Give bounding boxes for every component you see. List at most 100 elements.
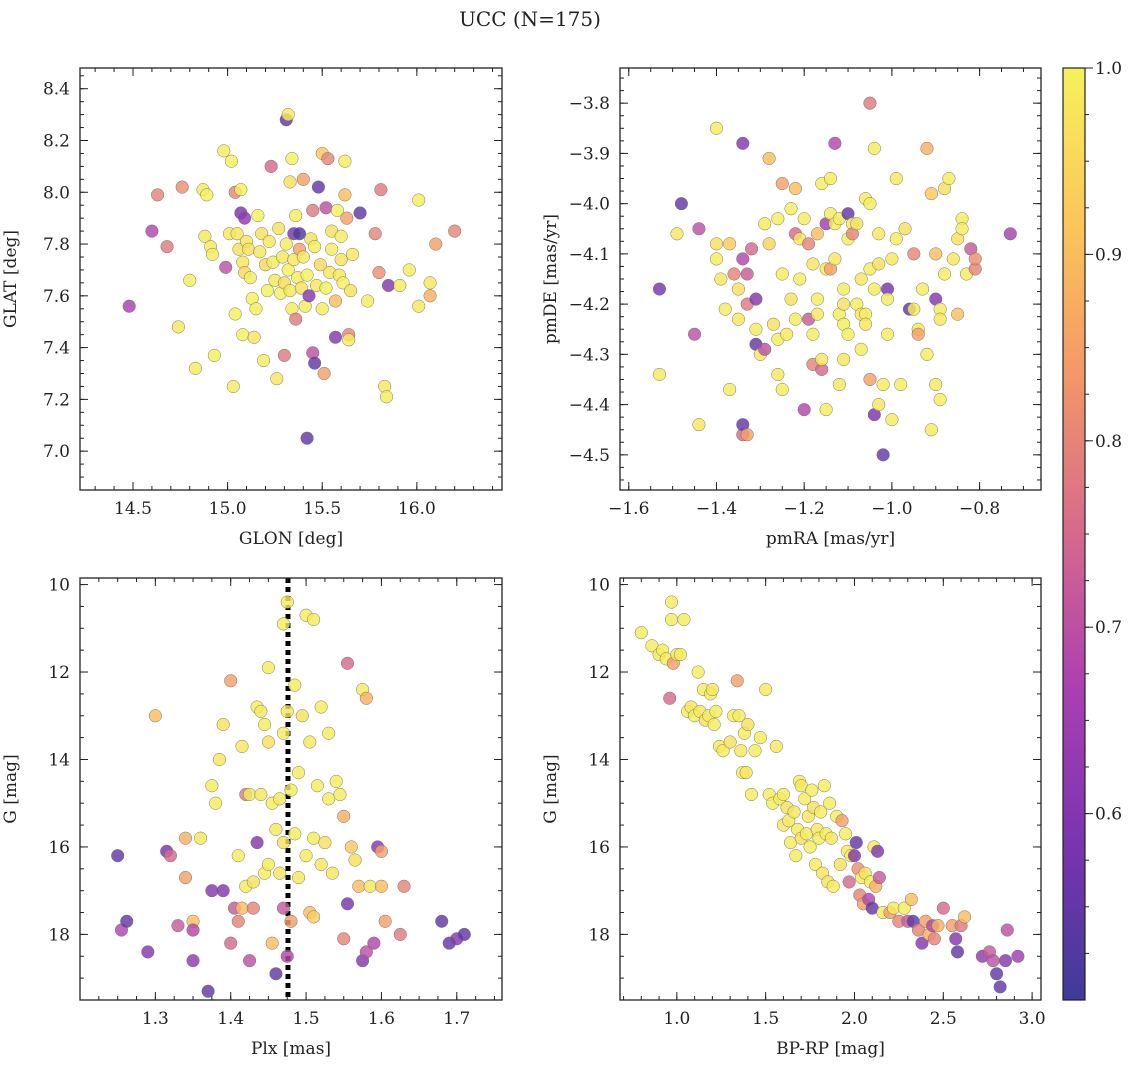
data-point xyxy=(260,284,274,298)
data-point xyxy=(736,136,750,150)
data-point xyxy=(863,96,877,110)
data-point xyxy=(236,328,250,342)
data-point xyxy=(280,704,294,718)
data-point xyxy=(279,237,293,251)
data-point xyxy=(310,779,324,793)
data-point xyxy=(753,731,767,745)
data-point xyxy=(814,805,828,819)
data-point xyxy=(171,320,185,334)
ticks xyxy=(79,578,502,1001)
figure-title: UCC (N=175) xyxy=(459,7,601,31)
points xyxy=(634,595,1025,994)
data-point xyxy=(916,282,930,296)
data-point xyxy=(709,121,724,135)
data-point xyxy=(832,377,846,392)
colorbar-tick-label: 0.6 xyxy=(1095,805,1122,825)
colorbar-tick-label: 0.7 xyxy=(1095,618,1122,638)
data-point xyxy=(709,252,724,266)
data-point xyxy=(839,827,853,841)
data-point xyxy=(325,866,339,880)
data-point xyxy=(850,217,864,231)
data-point xyxy=(402,263,416,277)
x-tick-label: −1.6 xyxy=(608,499,649,519)
data-point xyxy=(863,197,877,211)
data-point xyxy=(929,247,943,261)
data-point xyxy=(276,901,290,915)
y-axis-label: G [mag] xyxy=(541,754,561,823)
data-point xyxy=(828,136,842,150)
data-point xyxy=(238,211,252,225)
data-point xyxy=(269,822,283,836)
data-point xyxy=(120,914,134,928)
x-axis-label: Plx [mas] xyxy=(251,1039,331,1059)
data-point xyxy=(1003,227,1017,241)
data-point xyxy=(308,356,322,370)
data-point xyxy=(762,237,776,251)
colorbar-tick-label: 1.0 xyxy=(1095,59,1122,79)
data-point xyxy=(306,203,320,217)
data-point xyxy=(784,202,798,216)
x-tick-label: 15.0 xyxy=(209,499,247,519)
data-point xyxy=(212,752,226,767)
data-point xyxy=(949,932,963,946)
data-point xyxy=(663,691,677,705)
data-point xyxy=(933,312,947,326)
data-point xyxy=(302,289,316,303)
x-tick-label: 1.3 xyxy=(142,1009,169,1029)
y-tick-label: −4.4 xyxy=(569,396,610,416)
data-point xyxy=(285,152,299,166)
data-point xyxy=(819,403,833,417)
data-point xyxy=(775,382,789,397)
data-point xyxy=(280,595,294,609)
data-point xyxy=(216,884,230,898)
data-point xyxy=(243,954,257,968)
data-point xyxy=(734,744,748,758)
data-point xyxy=(344,284,358,298)
data-point xyxy=(826,879,840,893)
data-point xyxy=(788,312,802,326)
data-point xyxy=(201,984,215,998)
data-point xyxy=(111,849,125,863)
data-point xyxy=(1011,949,1025,963)
data-point xyxy=(412,299,426,313)
colorbar-tick-label: 0.9 xyxy=(1095,245,1122,265)
data-point xyxy=(261,661,275,675)
data-point xyxy=(292,766,306,780)
data-point xyxy=(313,258,327,272)
data-point xyxy=(247,330,261,344)
data-point xyxy=(457,927,471,941)
data-point xyxy=(837,282,851,296)
data-point xyxy=(806,257,820,271)
data-point xyxy=(295,709,309,723)
x-axis-label: pmRA [mas/yr] xyxy=(766,529,895,549)
data-point xyxy=(732,709,746,723)
y-tick-label: 10 xyxy=(48,576,70,596)
data-point xyxy=(946,252,960,266)
colorbar-tick-label: 0.8 xyxy=(1095,432,1122,452)
data-point xyxy=(933,393,947,407)
data-point xyxy=(318,836,332,850)
data-point xyxy=(276,726,290,740)
data-point xyxy=(863,372,877,387)
data-point xyxy=(889,232,903,246)
points xyxy=(652,96,1017,462)
data-point xyxy=(798,792,812,806)
data-point xyxy=(372,266,386,280)
data-point xyxy=(880,327,895,341)
y-tick-label: 12 xyxy=(588,663,610,683)
data-point xyxy=(898,222,912,236)
data-point xyxy=(300,268,314,282)
x-tick-label: −1.4 xyxy=(696,499,737,519)
data-point xyxy=(151,188,165,202)
data-point xyxy=(235,901,249,915)
x-axis-label: BP-RP [mag] xyxy=(776,1039,885,1059)
data-point xyxy=(307,831,321,845)
data-point xyxy=(284,783,298,797)
data-point xyxy=(380,390,394,404)
x-tick-label: 1.6 xyxy=(368,1009,395,1029)
data-point xyxy=(810,292,824,306)
data-point xyxy=(828,252,842,266)
data-point xyxy=(673,648,687,662)
data-point xyxy=(806,327,820,341)
data-point xyxy=(849,836,863,850)
